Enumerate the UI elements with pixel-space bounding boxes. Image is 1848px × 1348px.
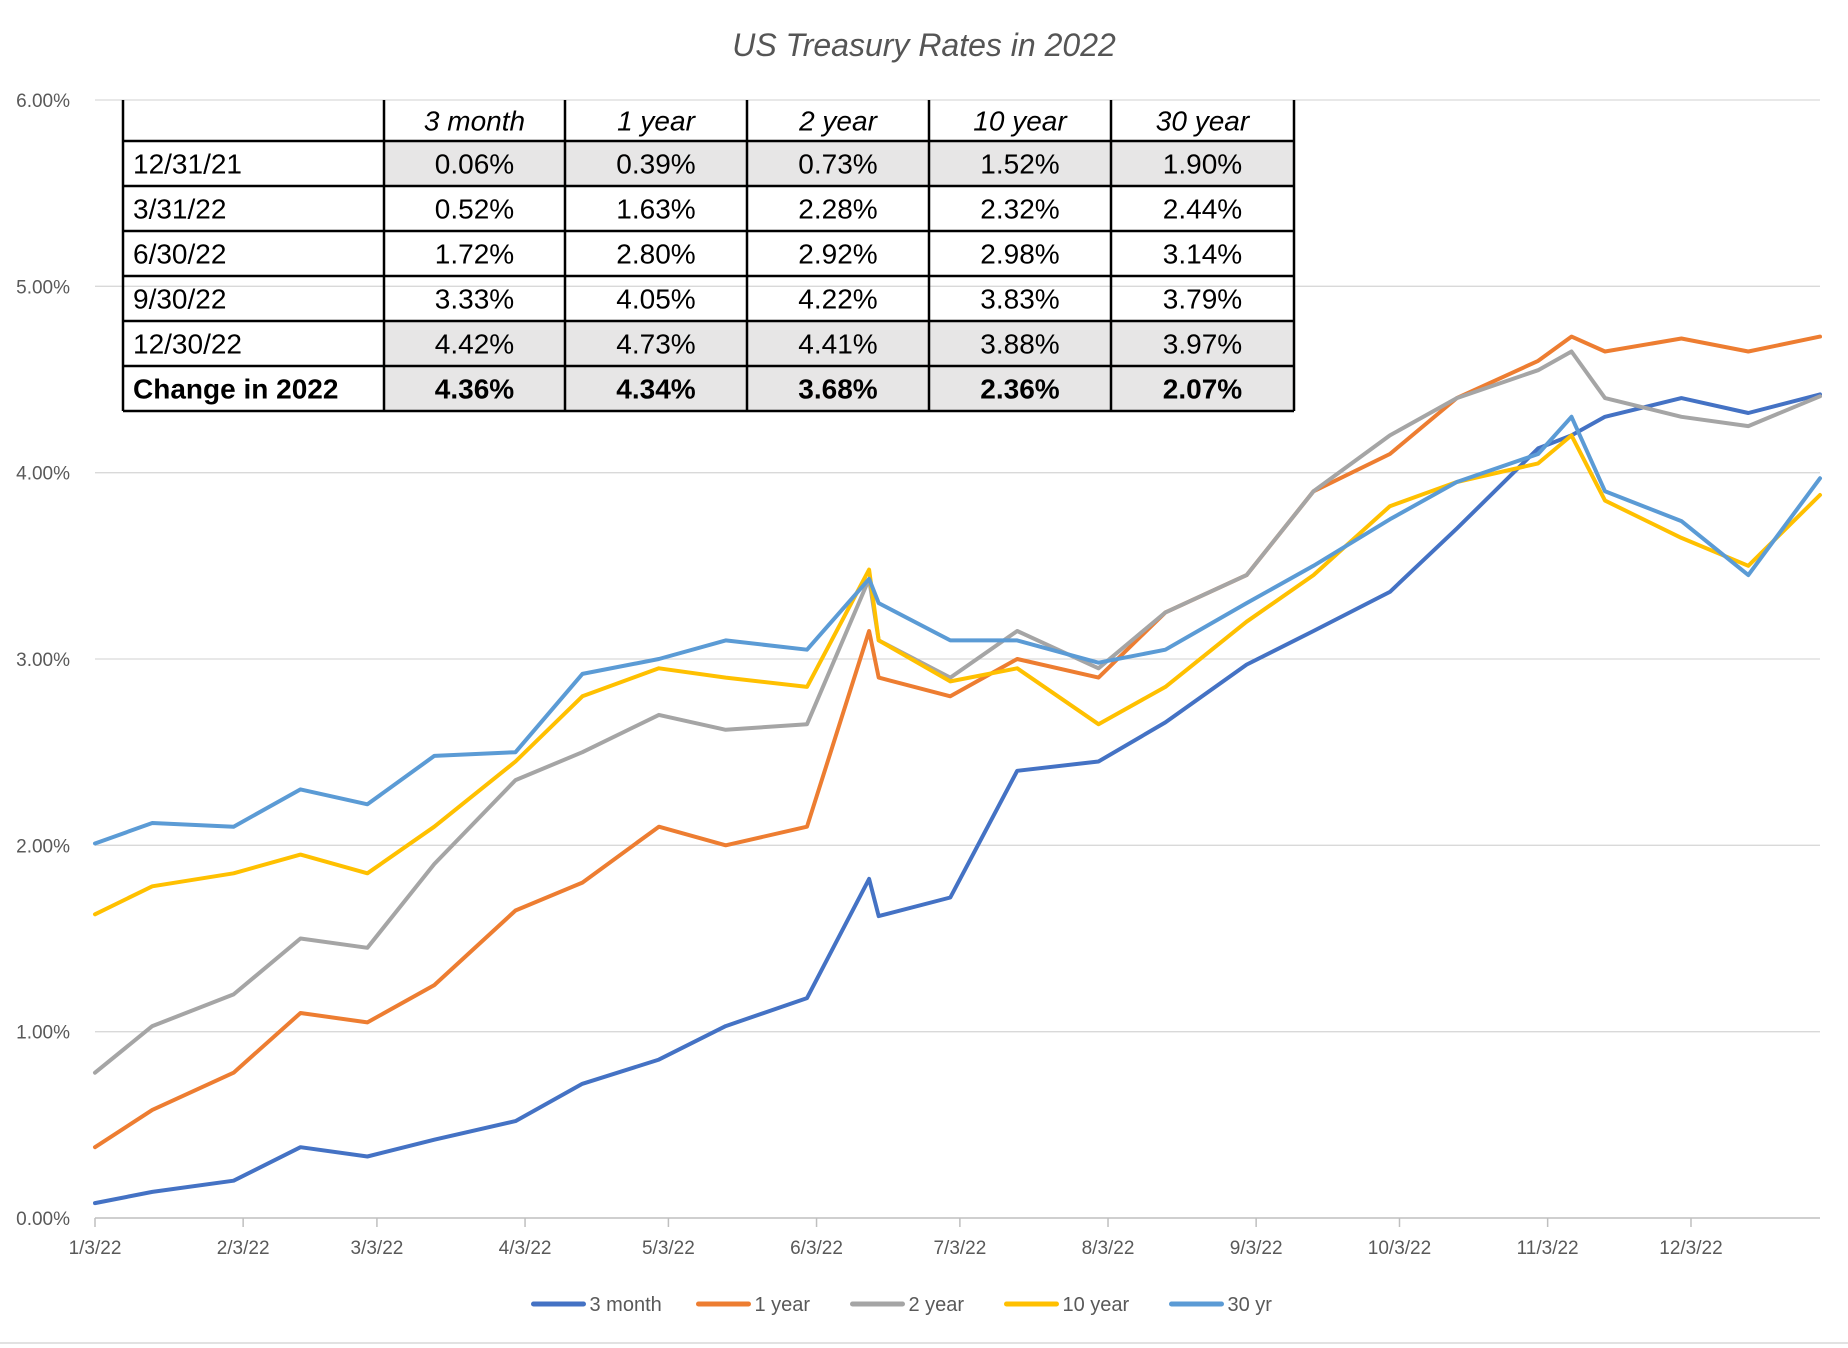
table-cell: 1.52% [980,149,1059,180]
legend-label: 1 year [755,1294,811,1316]
table-cell: 2.98% [980,239,1059,270]
table-header-cell: 30 year [1156,106,1251,137]
x-tick-label: 6/3/22 [790,1238,843,1259]
table-cell: 4.34% [616,374,695,405]
x-tick-label: 12/3/22 [1659,1238,1722,1259]
legend-label: 30 yr [1228,1294,1273,1316]
table-cell: 1.72% [435,239,514,270]
table-cell: 0.73% [798,149,877,180]
table-cell: 4.05% [616,284,695,315]
gridlines [95,99,1820,1033]
table-header-cell: 3 month [424,106,525,137]
series-line-1-year [93,334,1822,1150]
x-tick-label: 10/3/22 [1368,1238,1431,1259]
series-line-30-yr [93,414,1822,846]
table-cell: 4.22% [798,284,877,315]
table-cell: 4.73% [616,329,695,360]
table-row-label: 12/30/22 [133,329,242,360]
table-cell: 1.63% [616,194,695,225]
legend-label: 2 year [909,1294,965,1316]
table-cell: 3.14% [1163,239,1242,270]
table-cell: 4.42% [435,329,514,360]
table-cell: 2.07% [1163,374,1242,405]
y-tick-label: 0.00% [16,1209,70,1230]
table-cell: 0.06% [435,149,514,180]
table-row-shading [384,366,1294,411]
y-axis-ticks: 0.00% 1.00% 2.00% 3.00% 4.00% 5.00% 6.00% [16,91,70,1230]
table-cell: 2.28% [798,194,877,225]
table-cell: 2.92% [798,239,877,270]
series-line-3-month [93,392,1822,1206]
table-row-shading [384,321,1294,366]
table-row-label: Change in 2022 [133,374,338,405]
y-tick-label: 5.00% [16,277,70,298]
table-cell: 4.36% [435,374,514,405]
table-cell: 3.79% [1163,284,1242,315]
legend-label: 3 month [590,1294,662,1316]
table-row-label: 9/30/22 [133,284,226,315]
series-line-10-year [93,433,1822,917]
table-cell: 2.32% [980,194,1059,225]
y-tick-label: 4.00% [16,464,70,485]
rates-table: 3 month 1 year 2 year 10 year 30 year 12/31/2… [121,100,1296,413]
y-tick-label: 3.00% [16,650,70,671]
table-row-shading [384,141,1294,186]
series-lines [93,334,1822,1206]
table-cell: 3.97% [1163,329,1242,360]
table-row-label: 3/31/22 [133,194,226,225]
x-tick-label: 7/3/22 [933,1238,986,1259]
table-header-cell: 2 year [798,106,878,137]
table-cell: 1.90% [1163,149,1242,180]
table-cell: 0.52% [435,194,514,225]
legend-label: 10 year [1063,1294,1130,1316]
y-tick-label: 6.00% [16,91,70,112]
chart-title: US Treasury Rates in 2022 [732,27,1116,63]
x-tick-label: 11/3/22 [1517,1238,1579,1259]
table-cell: 3.83% [980,284,1059,315]
table-header-cell: 1 year [617,106,696,137]
series-line-2-year [93,349,1822,1075]
x-tick-label: 3/3/22 [351,1238,404,1259]
table-cell: 3.68% [798,374,877,405]
legend: 3 month 1 year 2 year 10 year 30 yr [0,1294,1848,1344]
table-cell: 2.36% [980,374,1059,405]
table-header-cell: 10 year [973,106,1068,137]
table-cell: 0.39% [616,149,695,180]
table-row-label: 6/30/22 [133,239,226,270]
x-tick-label: 4/3/22 [499,1238,552,1259]
y-tick-label: 2.00% [16,836,70,857]
x-tick-label: 8/3/22 [1082,1238,1135,1259]
x-tick-label: 1/3/22 [69,1238,122,1259]
table-cell: 3.88% [980,329,1059,360]
x-tick-label: 9/3/22 [1230,1238,1283,1259]
table-row-label: 12/31/21 [133,149,242,180]
table-cell: 2.80% [616,239,695,270]
y-tick-label: 1.00% [16,1023,70,1044]
x-tick-label: 2/3/22 [217,1238,270,1259]
x-axis: 1/3/22 2/3/22 3/3/22 4/3/22 5/3/22 6/3/22 7/3/… [69,1217,1820,1259]
table-cell: 2.44% [1163,194,1242,225]
x-tick-label: 5/3/22 [642,1238,695,1259]
table-cell: 4.41% [798,329,877,360]
table-cell: 3.33% [435,284,514,315]
